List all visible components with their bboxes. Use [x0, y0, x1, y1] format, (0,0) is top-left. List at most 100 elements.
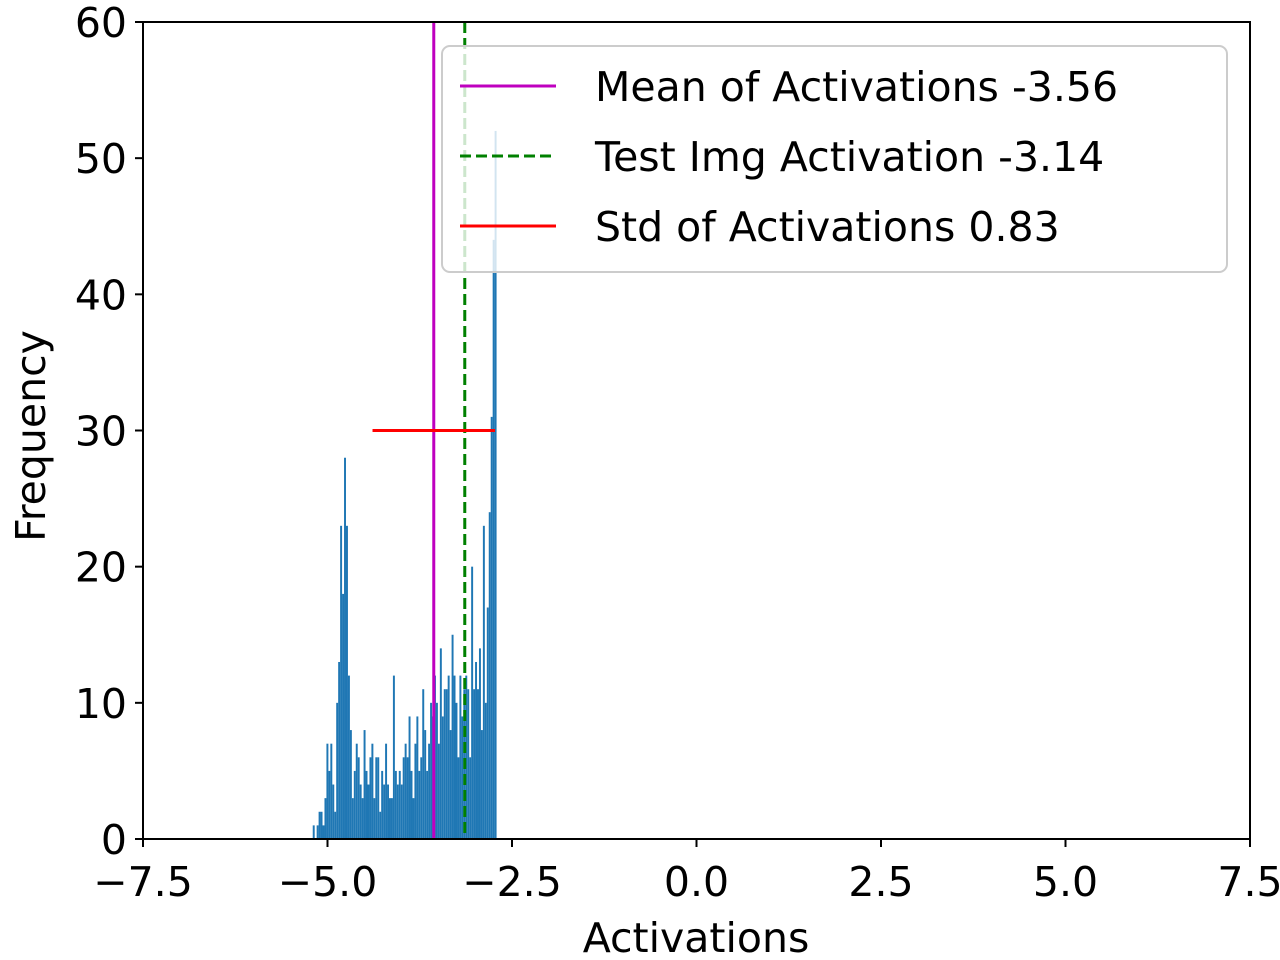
histogram-bar: [451, 634, 454, 839]
y-tick-label: 10: [75, 680, 127, 728]
histogram-bar: [404, 743, 407, 839]
histogram-bar: [334, 811, 337, 839]
histogram-bar: [345, 525, 348, 839]
histogram-bar: [477, 689, 479, 839]
histogram-bar: [420, 757, 423, 839]
histogram-bar: [324, 798, 327, 839]
legend-label-std: Std of Activations 0.83: [595, 203, 1060, 251]
histogram-bar: [369, 757, 372, 839]
histogram-bar: [385, 743, 388, 839]
histogram-bar: [394, 770, 397, 839]
histogram-bar: [396, 784, 399, 839]
histogram-bar: [478, 648, 481, 839]
histogram-bar: [312, 825, 315, 839]
histogram-bar: [426, 770, 429, 839]
histogram-bar: [418, 770, 421, 839]
x-axis: −7.5 −5.0 −2.5 0.0 2.5 5.0 7.5: [93, 839, 1280, 906]
x-tick-label: 5.0: [1033, 858, 1098, 906]
histogram-bars: [312, 130, 497, 839]
histogram-bar: [484, 702, 487, 839]
histogram-bar: [445, 689, 448, 839]
histogram-bar: [320, 811, 323, 839]
histogram-bar: [365, 770, 368, 839]
histogram-bar: [402, 757, 405, 839]
histogram-bar: [410, 770, 413, 839]
histogram-bar: [416, 716, 419, 839]
histogram-bar: [351, 798, 354, 839]
histogram-bar: [373, 798, 376, 839]
legend: Mean of Activations -3.56 Test Img Activ…: [441, 45, 1228, 273]
x-tick-label: −7.5: [93, 858, 193, 906]
histogram-bar: [332, 784, 335, 839]
histogram-bar: [430, 702, 433, 839]
histogram-bar: [465, 675, 468, 839]
histogram-bar: [359, 784, 362, 839]
histogram-bar: [349, 730, 352, 839]
histogram-bar: [379, 811, 382, 839]
histogram-bar: [406, 757, 409, 839]
histogram-bar: [453, 675, 456, 839]
histogram-bar: [347, 675, 350, 839]
histogram-bar: [340, 525, 343, 839]
x-tick-label: 0.0: [664, 858, 729, 906]
histogram-bar: [326, 743, 329, 839]
histogram-bar: [361, 798, 364, 839]
histogram-bar: [437, 743, 440, 839]
histogram-bar: [355, 743, 358, 839]
y-tick-label: 40: [75, 271, 127, 319]
histogram-bar: [371, 743, 374, 839]
y-axis: 0 10 20 30 40 50 60: [75, 0, 143, 864]
histogram-bar: [471, 566, 474, 839]
y-tick-label: 50: [75, 135, 127, 183]
histogram-bar: [381, 770, 384, 839]
histogram-bar: [338, 661, 341, 839]
histogram-bar: [342, 593, 345, 839]
histogram-bar: [398, 770, 401, 839]
histogram-bar: [469, 757, 472, 839]
histogram-bar: [389, 798, 391, 839]
x-tick-label: −2.5: [462, 858, 562, 906]
histogram-bar: [383, 784, 386, 839]
histogram-bar: [390, 798, 393, 839]
histogram-bar: [435, 702, 438, 839]
histogram-bar: [473, 689, 476, 839]
histogram-bar: [357, 757, 360, 839]
y-tick-label: 30: [75, 408, 127, 456]
histogram-bar: [400, 784, 403, 839]
histogram-bar: [363, 730, 366, 839]
histogram-bar: [330, 743, 333, 839]
histogram-bar: [367, 784, 370, 839]
histogram-bar: [494, 130, 497, 839]
histogram-bar: [443, 689, 446, 839]
y-tick-label: 20: [75, 544, 127, 592]
histogram-bar: [377, 757, 380, 839]
histogram-bar: [424, 730, 427, 839]
histogram-bar: [408, 716, 411, 839]
x-tick-label: 2.5: [848, 858, 913, 906]
y-tick-label: 0: [101, 816, 127, 864]
histogram-bar: [461, 716, 464, 839]
x-tick-label: −5.0: [278, 858, 378, 906]
histogram-bar: [449, 730, 452, 839]
histogram-bar: [414, 743, 417, 839]
histogram-bar: [322, 825, 325, 839]
histogram-bar: [316, 825, 319, 839]
legend-box: [441, 45, 1228, 273]
histogram-bar: [422, 689, 425, 839]
histogram-bar: [486, 607, 489, 839]
histogram-bar: [344, 457, 346, 839]
x-tick-label: 7.5: [1217, 858, 1280, 906]
legend-label-test: Test Img Activation -3.14: [594, 133, 1104, 181]
histogram-bar: [459, 675, 462, 839]
histogram-bar: [439, 648, 442, 839]
histogram-bar: [482, 525, 485, 839]
histogram-bar: [455, 702, 458, 839]
histogram-bar: [475, 661, 478, 839]
histogram-bar: [328, 770, 331, 839]
histogram-bar: [353, 770, 356, 839]
y-axis-title: Frequency: [7, 330, 55, 542]
histogram-bar: [490, 416, 493, 839]
histogram-bar: [387, 784, 390, 839]
histogram-bar: [412, 798, 415, 839]
